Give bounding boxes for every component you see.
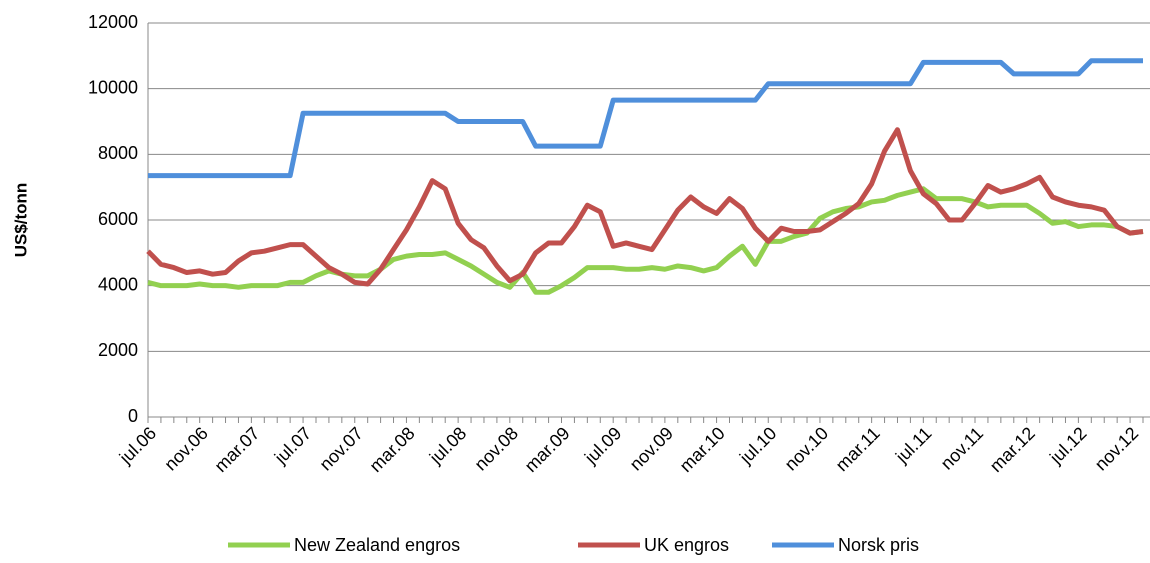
y-tick-label: 4000 <box>98 274 138 294</box>
x-tick-label: nov.06 <box>160 423 211 474</box>
x-tick-label: jul.12 <box>1045 423 1090 468</box>
legend-label: New Zealand engros <box>294 535 460 555</box>
y-tick-label: 10000 <box>88 77 138 97</box>
x-tick-label: nov.07 <box>316 423 367 474</box>
legend-label: Norsk pris <box>838 535 919 555</box>
x-tick-label: jul.10 <box>735 423 780 468</box>
y-tick-label: 0 <box>128 406 138 426</box>
legend-label: UK engros <box>644 535 729 555</box>
x-tick-label: jul.09 <box>580 423 625 468</box>
x-tick-label: mar.09 <box>521 423 574 476</box>
y-tick-label: 8000 <box>98 143 138 163</box>
y-tick-label: 2000 <box>98 340 138 360</box>
x-tick-label: mar.07 <box>211 423 264 476</box>
x-tick-label: jul.07 <box>270 423 315 468</box>
x-tick-label: mar.10 <box>676 423 729 476</box>
x-tick-label: nov.10 <box>781 423 832 474</box>
x-tick-label: mar.11 <box>832 423 884 475</box>
x-tick-label: mar.12 <box>986 423 1039 476</box>
x-tick-label: nov.11 <box>937 423 987 473</box>
x-tick-label: nov.12 <box>1091 423 1142 474</box>
x-tick-label: jul.08 <box>425 423 470 468</box>
y-tick-label: 12000 <box>88 12 138 32</box>
series-line <box>148 58 1143 179</box>
y-tick-label: 6000 <box>98 209 138 229</box>
series-line <box>146 127 1144 287</box>
x-tick-label: jul.06 <box>115 423 160 468</box>
y-axis-label: US$/tonn <box>11 183 30 258</box>
x-tick-label: mar.08 <box>366 423 419 476</box>
x-tick-label: nov.09 <box>626 423 677 474</box>
x-tick-label: jul.11 <box>891 423 935 467</box>
series-line <box>147 186 1144 295</box>
x-tick-label: nov.08 <box>471 423 522 474</box>
